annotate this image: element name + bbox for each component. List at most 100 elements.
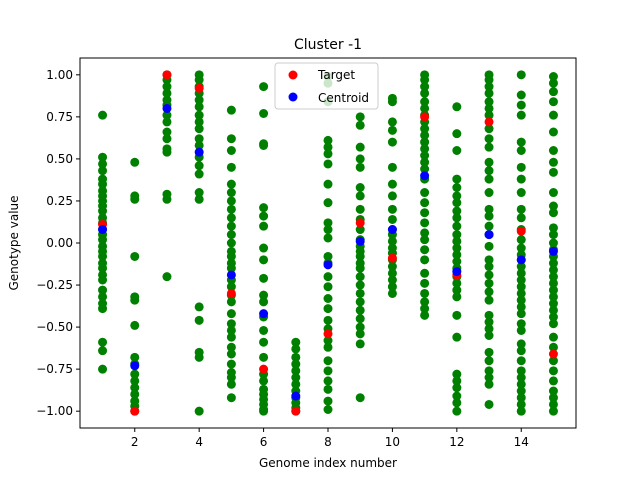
genotype-point <box>420 235 430 245</box>
genotype-point <box>548 167 558 177</box>
genotype-point <box>259 337 269 347</box>
genotype-point <box>259 243 269 253</box>
target-point <box>420 112 430 122</box>
genotype-point <box>323 135 333 145</box>
genotype-point <box>452 278 462 288</box>
y-tick-label: 0.00 <box>46 236 73 250</box>
genotype-point <box>484 399 494 409</box>
genotype-point <box>323 294 333 303</box>
genotype-point <box>516 90 526 100</box>
genotype-point <box>130 389 140 399</box>
genotype-point <box>194 134 204 144</box>
genotype-point <box>323 384 333 394</box>
genotype-point <box>226 359 236 369</box>
genotype-point <box>452 191 462 201</box>
genotype-point <box>355 263 365 273</box>
genotype-point <box>452 369 462 379</box>
genotype-point <box>98 292 108 302</box>
target-point <box>323 329 333 339</box>
genotype-point <box>130 251 140 261</box>
centroid-point <box>484 230 494 240</box>
genotype-point <box>452 129 462 139</box>
genotype-point <box>291 373 301 383</box>
x-tick-label: 6 <box>260 435 268 449</box>
genotype-point <box>387 282 397 292</box>
genotype-point <box>323 225 333 235</box>
genotype-point <box>162 147 172 157</box>
genotype-point <box>516 275 526 285</box>
genotype-point <box>516 137 526 147</box>
target-point <box>130 406 140 416</box>
genotype-point <box>226 230 236 240</box>
genotype-point <box>323 272 333 282</box>
genotype-point <box>516 110 526 120</box>
genotype-point <box>98 166 108 176</box>
genotype-point <box>548 278 558 288</box>
genotype-point <box>259 325 269 335</box>
genotype-point <box>98 364 108 374</box>
genotype-point <box>516 309 526 319</box>
genotype-point <box>516 302 526 312</box>
genotype-point <box>420 82 430 92</box>
genotype-point <box>226 373 236 383</box>
genotype-point <box>452 332 462 342</box>
y-tick-label: 0.75 <box>46 110 73 124</box>
genotype-point <box>387 179 397 189</box>
genotype-point <box>323 304 333 314</box>
target-point <box>548 349 558 359</box>
genotype-point <box>194 169 204 179</box>
genotype-point <box>226 221 236 231</box>
genotype-point <box>194 315 204 325</box>
genotype-point <box>194 188 204 198</box>
genotype-point <box>516 235 526 245</box>
x-tick-label: 12 <box>449 435 464 449</box>
genotype-point <box>516 188 526 198</box>
genotype-point <box>420 103 430 113</box>
genotype-point <box>548 376 558 386</box>
genotype-point <box>484 204 494 214</box>
genotype-point <box>452 250 462 260</box>
genotype-point <box>452 257 462 266</box>
genotype-point <box>516 213 526 223</box>
genotype-point <box>194 75 204 85</box>
genotype-point <box>355 288 365 298</box>
genotype-point <box>548 223 558 233</box>
target-point <box>226 288 236 298</box>
genotype-point <box>226 332 236 342</box>
genotype-point <box>484 356 494 366</box>
centroid-point <box>130 361 140 371</box>
genotype-point <box>548 305 558 315</box>
genotype-point <box>387 117 397 127</box>
genotype-point <box>355 120 365 130</box>
genotype-point <box>420 75 430 85</box>
genotype-point <box>484 255 494 265</box>
genotype-point <box>387 288 397 298</box>
legend-box <box>274 62 379 110</box>
genotype-point <box>516 268 526 278</box>
genotype-point <box>130 369 140 379</box>
genotype-point <box>548 127 558 137</box>
centroid-point <box>355 236 365 246</box>
x-tick-label: 4 <box>195 435 203 449</box>
genotype-point <box>548 285 558 295</box>
genotype-point <box>452 198 462 208</box>
genotype-point <box>162 88 172 98</box>
genotype-point <box>226 393 236 403</box>
genotype-point <box>516 204 526 214</box>
genotype-point <box>452 146 462 155</box>
genotype-point <box>516 356 526 366</box>
genotype-point <box>355 191 365 201</box>
genotype-point <box>387 125 397 135</box>
genotype-point <box>484 262 494 272</box>
genotype-point <box>226 213 236 223</box>
genotype-point <box>420 198 430 208</box>
genotype-point <box>162 117 172 127</box>
genotype-point <box>130 376 140 386</box>
genotype-point <box>548 201 558 211</box>
genotype-point <box>98 263 108 273</box>
genotype-point <box>484 124 494 134</box>
genotype-point <box>516 379 526 389</box>
genotype-point <box>323 198 333 208</box>
target-point <box>355 218 365 228</box>
genotype-point <box>387 268 397 278</box>
